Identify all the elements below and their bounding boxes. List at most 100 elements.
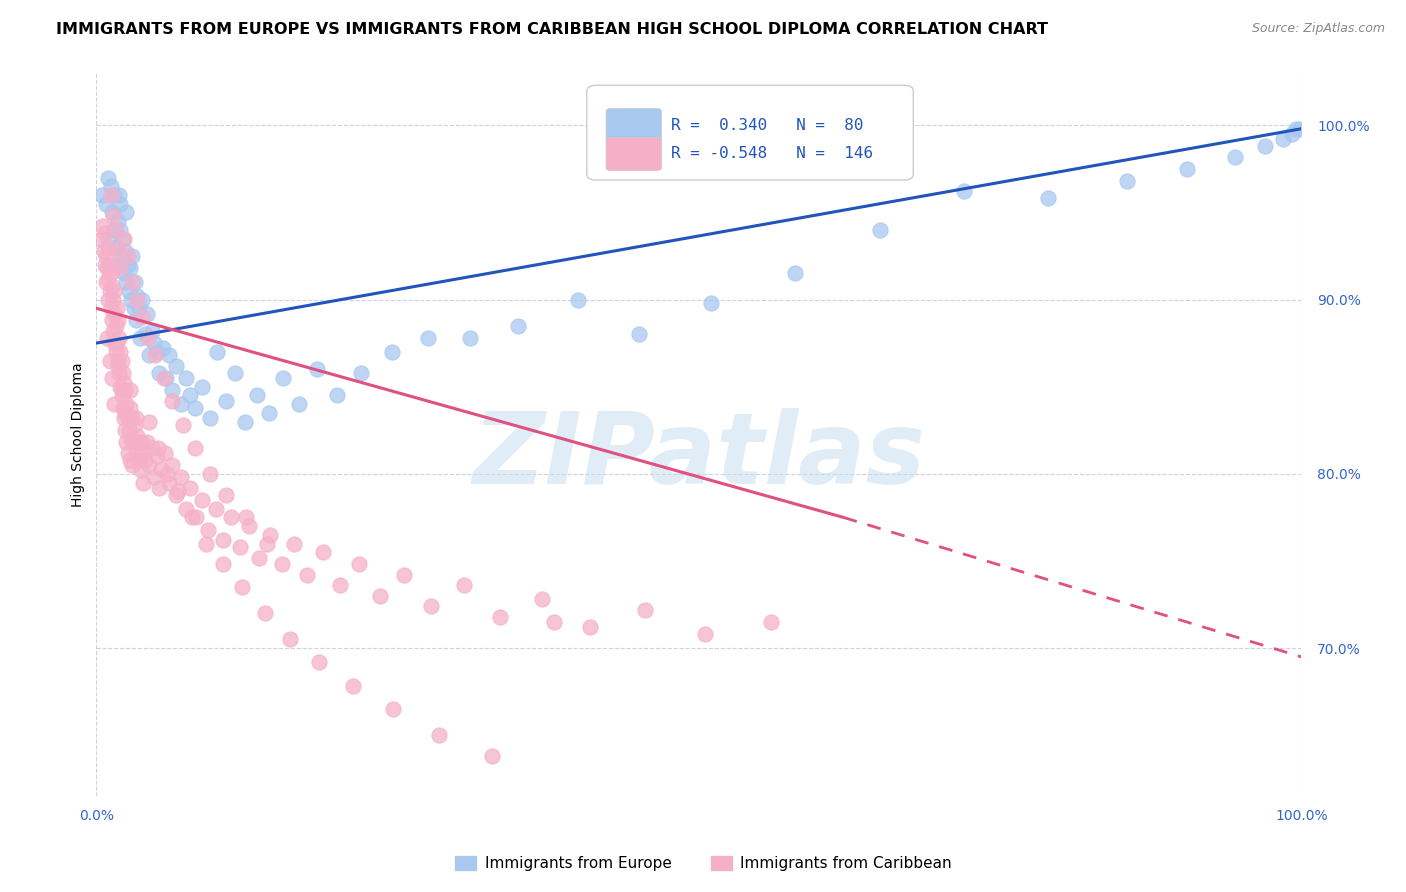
- Point: [105, 336, 128, 351]
- Point: [271, 371, 294, 385]
- Point: [97, 293, 120, 307]
- Point: [138, 348, 160, 362]
- Point: [1175, 161, 1198, 176]
- Point: [114, 244, 136, 258]
- Point: [146, 441, 169, 455]
- Point: [350, 366, 373, 380]
- Point: [271, 558, 294, 572]
- Point: [700, 296, 723, 310]
- Point: [127, 289, 149, 303]
- Point: [103, 306, 125, 320]
- Point: [180, 510, 202, 524]
- Point: [117, 411, 139, 425]
- Point: [94, 227, 117, 241]
- Point: [98, 284, 121, 298]
- Point: [157, 348, 180, 362]
- Point: [128, 435, 150, 450]
- Point: [152, 342, 174, 356]
- Point: [100, 301, 122, 316]
- Point: [105, 240, 128, 254]
- Point: [136, 435, 159, 450]
- Point: [1281, 127, 1303, 141]
- Point: [110, 261, 132, 276]
- Point: [308, 655, 330, 669]
- Point: [112, 267, 135, 281]
- Point: [138, 415, 160, 429]
- Point: [297, 568, 319, 582]
- Point: [195, 536, 218, 550]
- Point: [110, 344, 132, 359]
- Point: [170, 397, 193, 411]
- Point: [131, 293, 153, 307]
- Point: [111, 249, 134, 263]
- Point: [785, 267, 807, 281]
- Point: [381, 702, 404, 716]
- Point: [94, 249, 117, 263]
- Point: [122, 301, 145, 316]
- Point: [197, 523, 219, 537]
- Point: [101, 205, 124, 219]
- Point: [127, 428, 149, 442]
- Point: [125, 313, 148, 327]
- Point: [167, 484, 190, 499]
- Point: [125, 446, 148, 460]
- Point: [136, 331, 159, 345]
- Point: [221, 510, 243, 524]
- Point: [103, 336, 125, 351]
- Point: [124, 418, 146, 433]
- Point: [128, 453, 150, 467]
- Point: [94, 258, 117, 272]
- Point: [453, 578, 475, 592]
- Point: [212, 533, 235, 547]
- Point: [259, 528, 281, 542]
- Point: [145, 450, 167, 464]
- Point: [115, 435, 138, 450]
- Point: [329, 578, 352, 592]
- Point: [128, 331, 150, 345]
- Point: [481, 749, 503, 764]
- Point: [124, 275, 146, 289]
- Point: [184, 441, 207, 455]
- Point: [103, 284, 125, 298]
- Point: [96, 331, 118, 345]
- Point: [145, 348, 167, 362]
- Point: [170, 470, 193, 484]
- Point: [347, 558, 370, 572]
- Point: [97, 231, 120, 245]
- Point: [288, 397, 311, 411]
- Point: [111, 388, 134, 402]
- Point: [127, 293, 149, 307]
- Point: [94, 275, 117, 289]
- Point: [627, 327, 650, 342]
- Point: [162, 383, 184, 397]
- Point: [172, 418, 194, 433]
- Point: [165, 488, 187, 502]
- Point: [198, 411, 221, 425]
- Text: R =  0.340   N =  80: R = 0.340 N = 80: [671, 118, 863, 133]
- Point: [145, 344, 167, 359]
- Point: [94, 196, 117, 211]
- Point: [869, 223, 891, 237]
- Point: [118, 423, 141, 437]
- Point: [567, 293, 589, 307]
- Point: [312, 545, 335, 559]
- Point: [155, 371, 177, 385]
- Point: [131, 446, 153, 460]
- Point: [233, 415, 256, 429]
- Point: [153, 371, 176, 385]
- Point: [91, 188, 114, 202]
- Point: [107, 258, 129, 272]
- Point: [326, 388, 349, 402]
- Point: [118, 284, 141, 298]
- Point: [165, 359, 187, 373]
- Point: [1272, 132, 1295, 146]
- Point: [110, 380, 132, 394]
- Point: [121, 249, 143, 263]
- Point: [458, 331, 481, 345]
- Point: [1223, 150, 1246, 164]
- Point: [148, 366, 170, 380]
- Point: [114, 406, 136, 420]
- Point: [235, 510, 257, 524]
- Text: ZIPatlas: ZIPatlas: [472, 408, 925, 505]
- Point: [416, 331, 439, 345]
